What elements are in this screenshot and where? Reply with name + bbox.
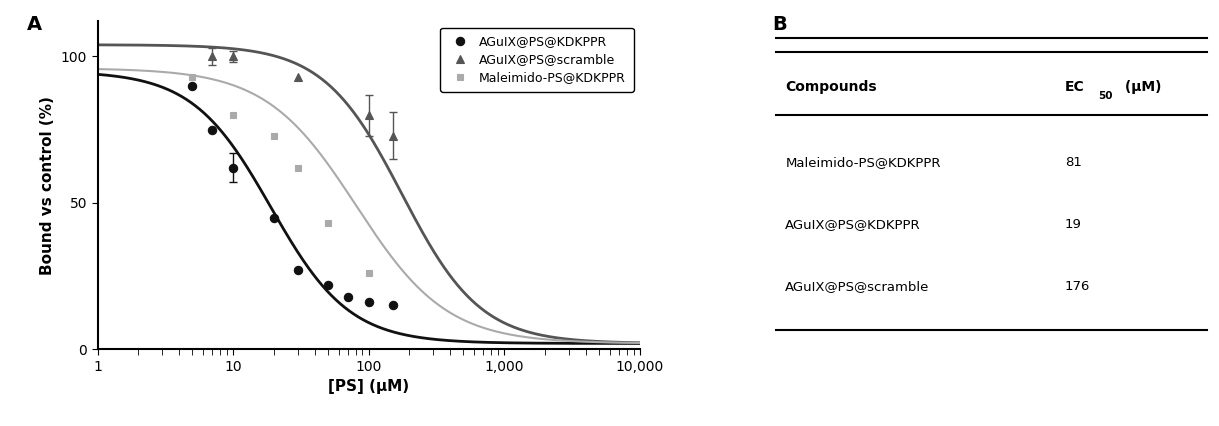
Line: Maleimido-PS@KDKPPR: Maleimido-PS@KDKPPR <box>189 73 372 276</box>
Maleimido-PS@KDKPPR <box>321 221 335 226</box>
AGuIX@PS@scramble <box>385 133 400 138</box>
AGuIX@PS@KDKPPR <box>226 165 240 170</box>
Text: AGuIX@PS@scramble: AGuIX@PS@scramble <box>785 280 930 294</box>
AGuIX@PS@KDKPPR <box>321 282 335 288</box>
X-axis label: [PS] (μM): [PS] (μM) <box>328 379 410 394</box>
Text: 176: 176 <box>1065 280 1090 294</box>
Text: A: A <box>27 15 43 34</box>
Maleimido-PS@KDKPPR <box>267 133 282 138</box>
Text: Maleimido-PS@KDKPPR: Maleimido-PS@KDKPPR <box>785 156 941 169</box>
AGuIX@PS@scramble <box>205 54 219 59</box>
AGuIX@PS@scramble <box>361 112 375 118</box>
Legend: AGuIX@PS@KDKPPR, AGuIX@PS@scramble, Maleimido-PS@KDKPPR: AGuIX@PS@KDKPPR, AGuIX@PS@scramble, Male… <box>440 28 634 92</box>
Maleimido-PS@KDKPPR <box>361 271 375 276</box>
AGuIX@PS@KDKPPR <box>340 294 355 299</box>
AGuIX@PS@KDKPPR <box>185 83 200 88</box>
Line: AGuIX@PS@KDKPPR: AGuIX@PS@KDKPPR <box>188 81 396 310</box>
Text: 50: 50 <box>1098 91 1113 101</box>
Text: (μM): (μM) <box>1120 80 1162 94</box>
Text: Compounds: Compounds <box>785 80 876 94</box>
Text: AGuIX@PS@KDKPPR: AGuIX@PS@KDKPPR <box>785 218 920 231</box>
Maleimido-PS@KDKPPR <box>226 112 240 118</box>
AGuIX@PS@KDKPPR <box>385 303 400 308</box>
Line: AGuIX@PS@scramble: AGuIX@PS@scramble <box>208 52 396 140</box>
AGuIX@PS@KDKPPR <box>290 268 305 273</box>
AGuIX@PS@scramble <box>290 75 305 80</box>
Text: B: B <box>772 15 786 34</box>
AGuIX@PS@scramble <box>226 54 240 59</box>
Y-axis label: Bound vs control (%): Bound vs control (%) <box>40 96 55 275</box>
Text: 19: 19 <box>1065 218 1081 231</box>
Maleimido-PS@KDKPPR <box>185 75 200 80</box>
AGuIX@PS@KDKPPR <box>267 215 282 220</box>
Text: EC: EC <box>1065 80 1085 94</box>
AGuIX@PS@KDKPPR <box>205 127 219 132</box>
Text: 81: 81 <box>1065 156 1081 169</box>
Maleimido-PS@KDKPPR <box>290 165 305 170</box>
AGuIX@PS@KDKPPR <box>361 300 375 305</box>
